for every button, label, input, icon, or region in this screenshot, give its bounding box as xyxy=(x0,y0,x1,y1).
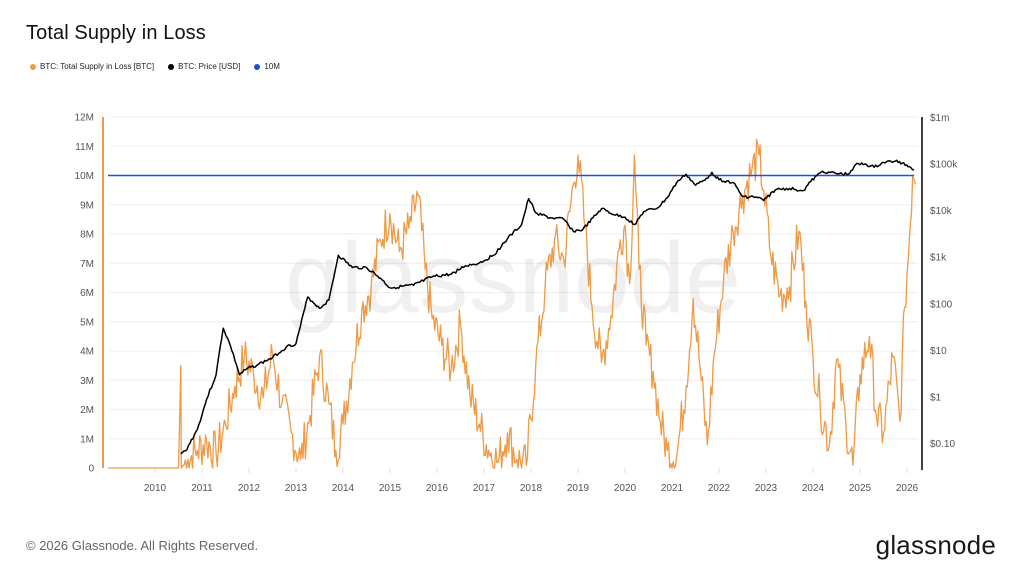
x-axis-tick-label: 2010 xyxy=(144,483,167,494)
x-axis-tick-label: 2012 xyxy=(238,483,261,494)
left-y-axis: 0 1M 2M 3M 4M 5M 6M 7M 8M 9M 10M 11M 12M xyxy=(75,113,104,475)
x-axis-tick-label: 2023 xyxy=(755,483,778,494)
copyright-text: © 2026 Glassnode. All Rights Reserved. xyxy=(26,538,259,553)
x-axis-tick-label: 2019 xyxy=(567,483,590,494)
left-axis-tick-label: 9M xyxy=(80,200,94,211)
right-axis-tick-label: $1 xyxy=(930,393,942,404)
x-axis-tick-label: 2020 xyxy=(614,483,637,494)
left-axis-tick-label: 4M xyxy=(80,347,94,358)
left-axis-tick-label: 3M xyxy=(80,376,94,387)
left-axis-tick-label: 8M xyxy=(80,230,94,241)
x-axis-tick-label: 2011 xyxy=(191,483,213,494)
chart-title: Total Supply in Loss xyxy=(26,22,206,44)
x-axis-tick-label: 2017 xyxy=(473,483,496,494)
right-axis-tick-label: $100 xyxy=(930,299,953,310)
legend-dot-threshold-icon xyxy=(254,63,261,70)
x-axis-tick-label: 2016 xyxy=(426,483,449,494)
legend-label-price: BTC: Price [USD] xyxy=(178,62,241,71)
right-axis-tick-label: $100k xyxy=(930,160,958,171)
left-axis-tick-label: 12M xyxy=(75,113,94,124)
left-axis-tick-label: 2M xyxy=(80,405,94,416)
x-axis-tick-label: 2015 xyxy=(379,483,402,494)
watermark: glassnode xyxy=(285,222,741,334)
left-axis-tick-label: 10M xyxy=(75,171,94,182)
left-axis-tick-label: 11M xyxy=(75,142,94,153)
glassnode-logo[interactable]: glassnode xyxy=(875,530,996,560)
legend-item-threshold[interactable]: 10M xyxy=(254,62,280,71)
legend-label-threshold: 10M xyxy=(264,62,280,71)
x-axis: 2010 2011 2012 2013 2014 2015 2016 2017 2018 2019… xyxy=(144,468,919,494)
x-axis-tick-label: 2014 xyxy=(332,483,355,494)
legend-dot-price-icon xyxy=(168,63,175,70)
x-axis-tick-label: 2013 xyxy=(285,483,308,494)
left-axis-tick-label: 6M xyxy=(80,288,94,299)
right-axis-tick-label: $0.10 xyxy=(930,439,955,450)
legend-dot-supply-icon xyxy=(30,63,36,70)
plot-series xyxy=(108,138,917,469)
left-axis-tick-label: 1M xyxy=(80,434,94,445)
legend-item-supply[interactable]: BTC: Total Supply in Loss [BTC] xyxy=(30,62,154,71)
legend-label-supply: BTC: Total Supply in Loss [BTC] xyxy=(40,62,155,71)
left-axis-tick-label: 5M xyxy=(80,317,94,328)
right-axis-tick-label: $1m xyxy=(930,113,949,124)
left-axis-tick-label: 0 xyxy=(88,464,94,475)
left-axis-tick-label: 7M xyxy=(80,259,94,270)
right-axis-tick-label: $1k xyxy=(930,253,947,264)
x-axis-tick-label: 2022 xyxy=(708,483,731,494)
legend: BTC: Total Supply in Loss [BTC] BTC: Pri… xyxy=(30,62,280,71)
x-axis-tick-label: 2025 xyxy=(849,483,872,494)
x-axis-tick-label: 2026 xyxy=(896,483,919,494)
x-axis-tick-label: 2018 xyxy=(520,483,543,494)
legend-item-price[interactable]: BTC: Price [USD] xyxy=(168,62,240,71)
right-axis-tick-label: $10 xyxy=(930,346,947,357)
right-y-axis: $0.10 $1 $10 $100 $1k $10k $100k $1m xyxy=(921,113,958,470)
supply-in-loss-line xyxy=(108,138,917,469)
x-axis-tick-label: 2021 xyxy=(661,483,684,494)
right-axis-tick-label: $10k xyxy=(930,206,953,217)
btc-price-line xyxy=(180,159,915,455)
x-axis-tick-label: 2024 xyxy=(802,483,825,494)
